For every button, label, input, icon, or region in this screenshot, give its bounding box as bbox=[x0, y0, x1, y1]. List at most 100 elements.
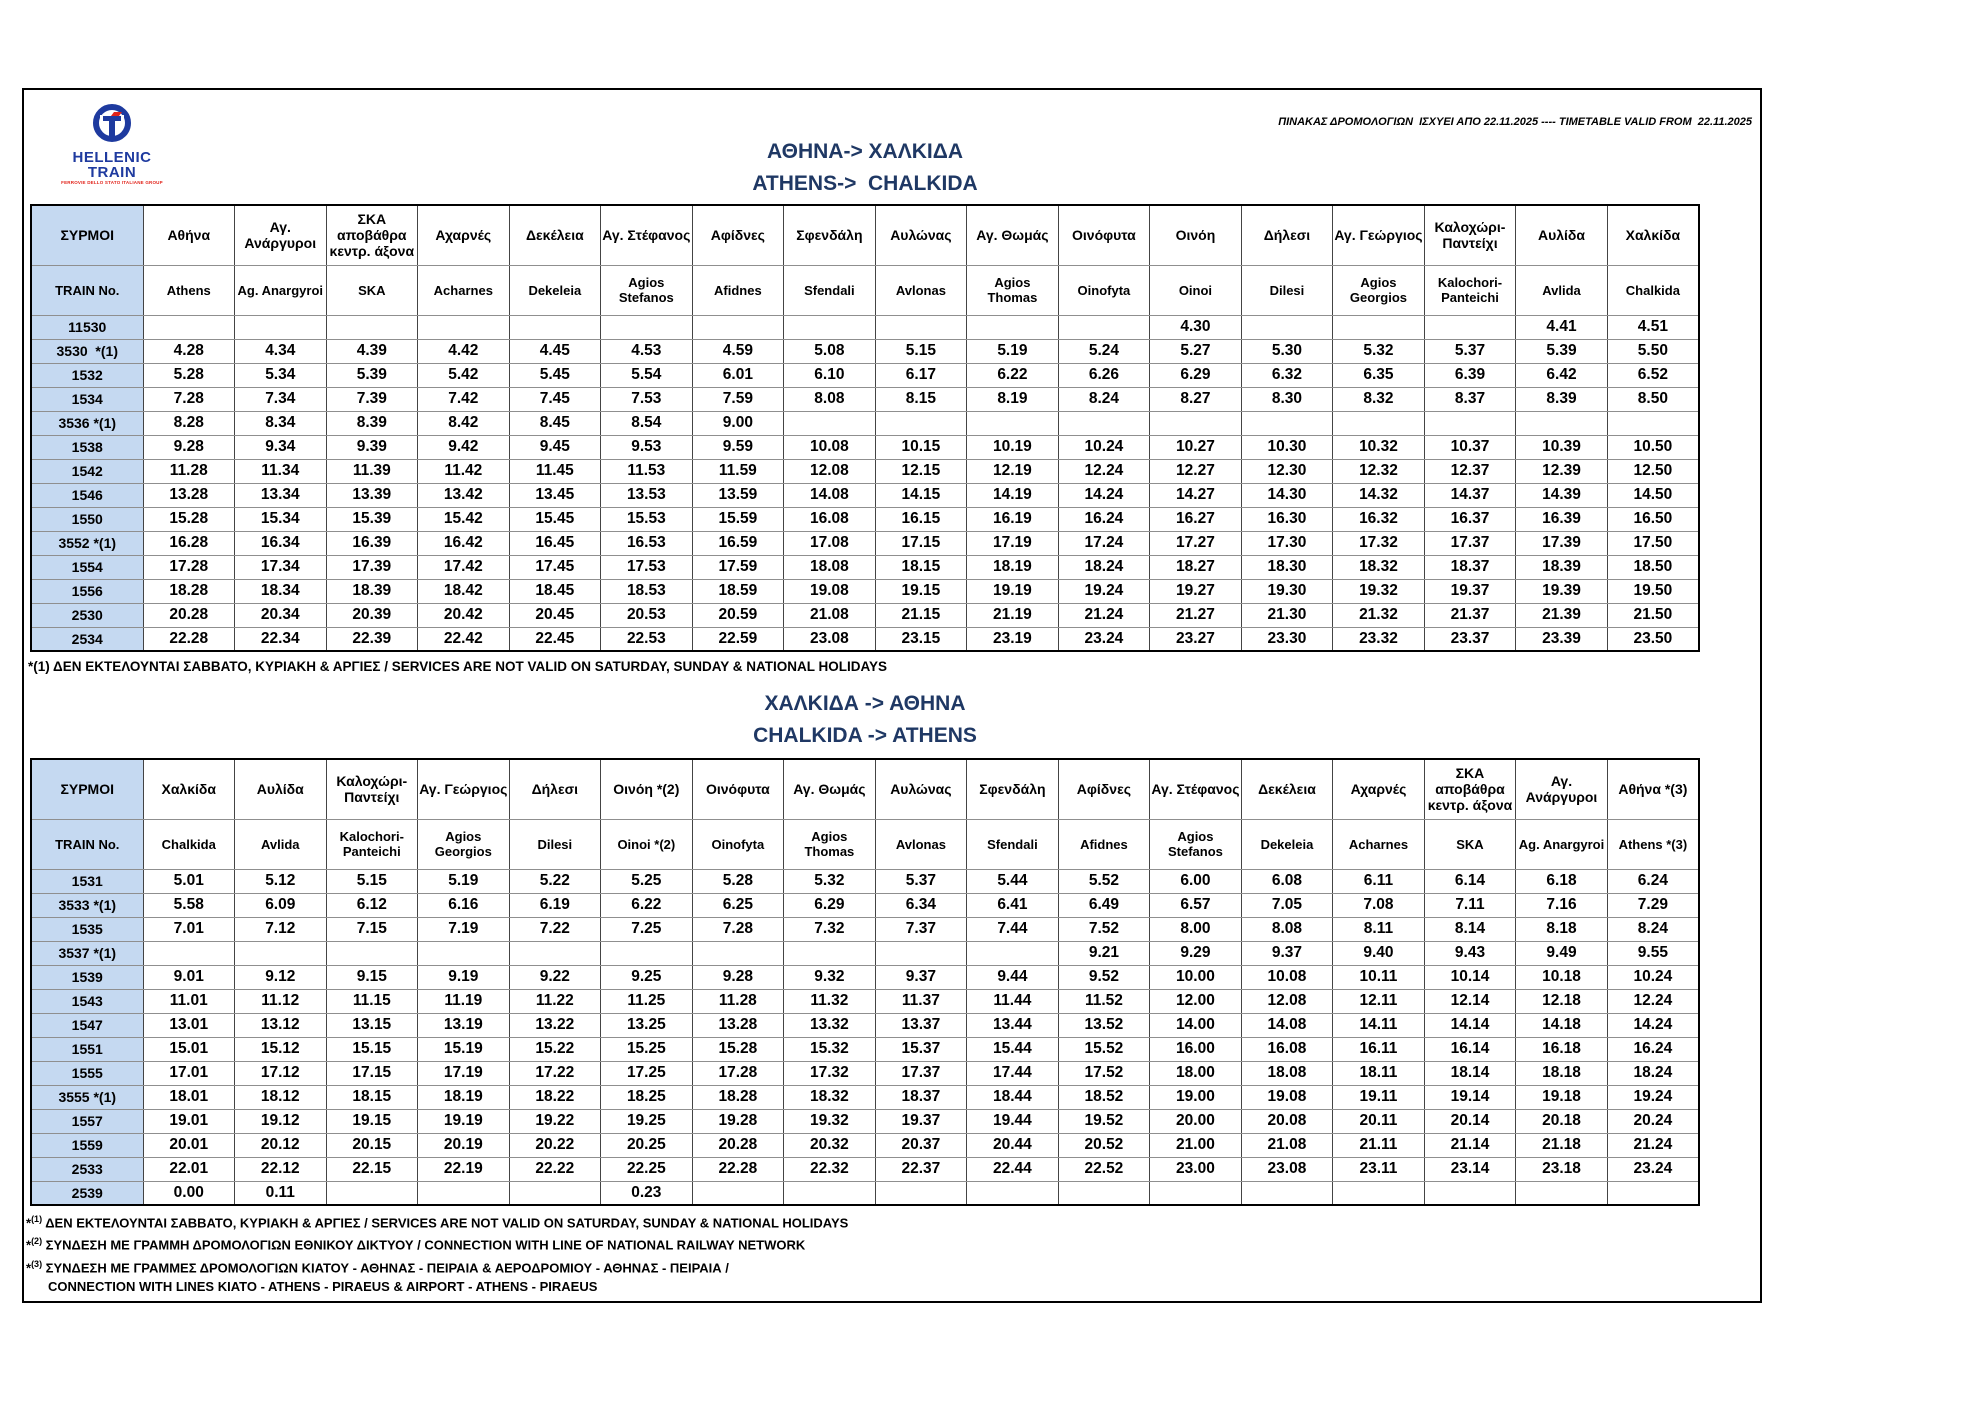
time-cell: 18.45 bbox=[508, 578, 602, 604]
time-cell: 11.28 bbox=[691, 988, 785, 1014]
footnote-line: *(2) ΣΥΝΔΕΣΗ ΜΕ ΓΡΑΜΜΗ ΔΡΟΜΟΛΟΓΙΩΝ ΕΘΝΙΚ… bbox=[26, 1236, 806, 1253]
time-cell: 14.18 bbox=[1515, 1012, 1608, 1038]
time-cell: 19.11 bbox=[1332, 1084, 1425, 1110]
time-cell: 13.34 bbox=[234, 482, 327, 508]
footnote-marker: (1) bbox=[31, 1214, 43, 1224]
footnote-continuation: CONNECTION WITH LINES KIATO - ATHENS - P… bbox=[48, 1278, 598, 1294]
station-header-el: Αθήνα bbox=[142, 204, 236, 266]
time-cell: 11.01 bbox=[142, 988, 236, 1014]
time-cell: 22.52 bbox=[1057, 1156, 1151, 1182]
time-cell bbox=[1423, 410, 1517, 436]
footnote-marker: (2) bbox=[31, 1236, 43, 1247]
time-cell: 18.59 bbox=[691, 578, 785, 604]
time-cell: 7.42 bbox=[417, 386, 510, 412]
time-cell: 19.22 bbox=[508, 1108, 602, 1134]
time-cell: 17.25 bbox=[600, 1060, 693, 1086]
time-cell bbox=[1332, 1180, 1425, 1206]
header-row-english-label: TRAIN No. bbox=[30, 264, 144, 316]
time-cell: 14.14 bbox=[1423, 1012, 1517, 1038]
time-cell: 6.32 bbox=[1240, 362, 1334, 388]
time-cell bbox=[1606, 410, 1700, 436]
time-cell: 9.55 bbox=[1606, 940, 1700, 966]
time-cell: 4.28 bbox=[142, 338, 236, 364]
time-cell: 10.50 bbox=[1606, 434, 1700, 460]
time-cell: 6.35 bbox=[1332, 362, 1425, 388]
time-cell: 20.45 bbox=[508, 602, 602, 628]
time-cell: 23.11 bbox=[1332, 1156, 1425, 1182]
table-row: 1559 20.01 20.12 20.15 20.19 20.22 20.25 20.28 2… bbox=[30, 1132, 1700, 1158]
time-cell: 6.11 bbox=[1332, 868, 1425, 894]
station-header-el: Αφίδνες bbox=[1057, 758, 1151, 820]
time-cell: 20.08 bbox=[1240, 1108, 1334, 1134]
table2-titles: ΧΑΛΚΙΔΑ -> ΑΘΗΝΑ CHALKIDA -> ATHENS bbox=[30, 688, 1700, 752]
time-cell: 10.15 bbox=[874, 434, 968, 460]
page-footnotes: *(1) ΔΕΝ ΕΚΤΕΛΟΥΝΤΑΙ ΣΑΒΒΑΤΟ, ΚΥΡΙΑΚΗ & … bbox=[26, 1210, 1760, 1296]
time-cell: 17.39 bbox=[1515, 530, 1608, 556]
time-cell: 8.32 bbox=[1332, 386, 1425, 412]
time-cell: 15.59 bbox=[691, 506, 785, 532]
station-header-en: Agios Thomas bbox=[966, 264, 1059, 316]
time-cell bbox=[966, 1180, 1059, 1206]
time-cell: 15.37 bbox=[874, 1036, 968, 1062]
time-cell: 14.30 bbox=[1240, 482, 1334, 508]
station-header-el: Καλοχώρι-Παντείχι bbox=[325, 758, 419, 820]
time-cell: 11.52 bbox=[1057, 988, 1151, 1014]
time-cell: 14.15 bbox=[874, 482, 968, 508]
time-cell: 5.28 bbox=[142, 362, 236, 388]
time-cell: 8.54 bbox=[600, 410, 693, 436]
time-cell: 13.42 bbox=[417, 482, 510, 508]
time-cell: 7.15 bbox=[325, 916, 419, 942]
time-cell: 13.32 bbox=[783, 1012, 876, 1038]
time-cell: 13.28 bbox=[142, 482, 236, 508]
time-cell: 19.14 bbox=[1423, 1084, 1517, 1110]
time-cell: 13.28 bbox=[691, 1012, 785, 1038]
time-cell: 11.12 bbox=[234, 988, 327, 1014]
time-cell: 23.27 bbox=[1149, 626, 1242, 652]
time-cell: 17.50 bbox=[1606, 530, 1700, 556]
time-cell: 18.15 bbox=[874, 554, 968, 580]
time-cell: 18.19 bbox=[417, 1084, 510, 1110]
table-row: 1546 13.28 13.34 13.39 13.42 13.45 13.53 13.59 1… bbox=[30, 482, 1700, 508]
time-cell: 6.26 bbox=[1057, 362, 1151, 388]
time-cell: 16.27 bbox=[1149, 506, 1242, 532]
time-cell: 16.28 bbox=[142, 530, 236, 556]
time-cell bbox=[783, 1180, 876, 1206]
time-cell: 5.25 bbox=[600, 868, 693, 894]
time-cell: 17.53 bbox=[600, 554, 693, 580]
header-row-greek: ΣΥΡΜΟΙ Χαλκίδα Αυλίδα Καλοχώρι-Παντείχι Αγ. … bbox=[30, 758, 1700, 820]
logo-tagline: FERROVIE DELLO STATO ITALIANE GROUP bbox=[61, 180, 163, 185]
time-cell: 14.27 bbox=[1149, 482, 1242, 508]
time-cell: 8.28 bbox=[142, 410, 236, 436]
table2-title-el: ΧΑΛΚΙΔΑ -> ΑΘΗΝΑ bbox=[764, 692, 966, 715]
time-cell: 18.44 bbox=[966, 1084, 1059, 1110]
time-cell: 7.11 bbox=[1423, 892, 1517, 918]
time-cell bbox=[1515, 1180, 1608, 1206]
time-cell: 19.24 bbox=[1606, 1084, 1700, 1110]
time-cell: 15.44 bbox=[966, 1036, 1059, 1062]
station-header-en: Dekeleia bbox=[1240, 818, 1334, 870]
header-row-greek-label: ΣΥΡΜΟΙ bbox=[30, 758, 144, 820]
time-cell: 6.00 bbox=[1149, 868, 1242, 894]
station-header-el: Καλοχώρι-Παντείχι bbox=[1423, 204, 1517, 266]
table1-title-el: ΑΘΗΝΑ-> ΧΑΛΚΙΔΑ bbox=[767, 140, 963, 163]
time-cell: 5.30 bbox=[1240, 338, 1334, 364]
time-cell: 6.22 bbox=[966, 362, 1059, 388]
time-cell bbox=[325, 940, 419, 966]
table-row: 1557 19.01 19.12 19.15 19.19 19.22 19.25 19.28 1… bbox=[30, 1108, 1700, 1134]
time-cell: 17.19 bbox=[417, 1060, 510, 1086]
time-cell: 11.32 bbox=[783, 988, 876, 1014]
time-cell: 7.45 bbox=[508, 386, 602, 412]
time-cell: 12.27 bbox=[1149, 458, 1242, 484]
time-cell: 5.44 bbox=[966, 868, 1059, 894]
train-number-cell: 2539 bbox=[30, 1180, 144, 1206]
time-cell bbox=[234, 314, 327, 340]
table-row: 2539 0.00 0.11 0.23 bbox=[30, 1180, 1700, 1206]
time-cell: 9.37 bbox=[1240, 940, 1334, 966]
time-cell: 16.34 bbox=[234, 530, 327, 556]
table-row: 3537 *(1) 9.21 9.29 9.37 9.40 9.43 9.49 9.55 bbox=[30, 940, 1700, 966]
time-cell: 5.39 bbox=[1515, 338, 1608, 364]
time-cell: 20.42 bbox=[417, 602, 510, 628]
time-cell: 4.41 bbox=[1515, 314, 1608, 340]
hellenic-train-logo: HELLENIC TRAIN FERROVIE DELLO STATO ITAL… bbox=[52, 100, 172, 186]
time-cell: 5.34 bbox=[234, 362, 327, 388]
